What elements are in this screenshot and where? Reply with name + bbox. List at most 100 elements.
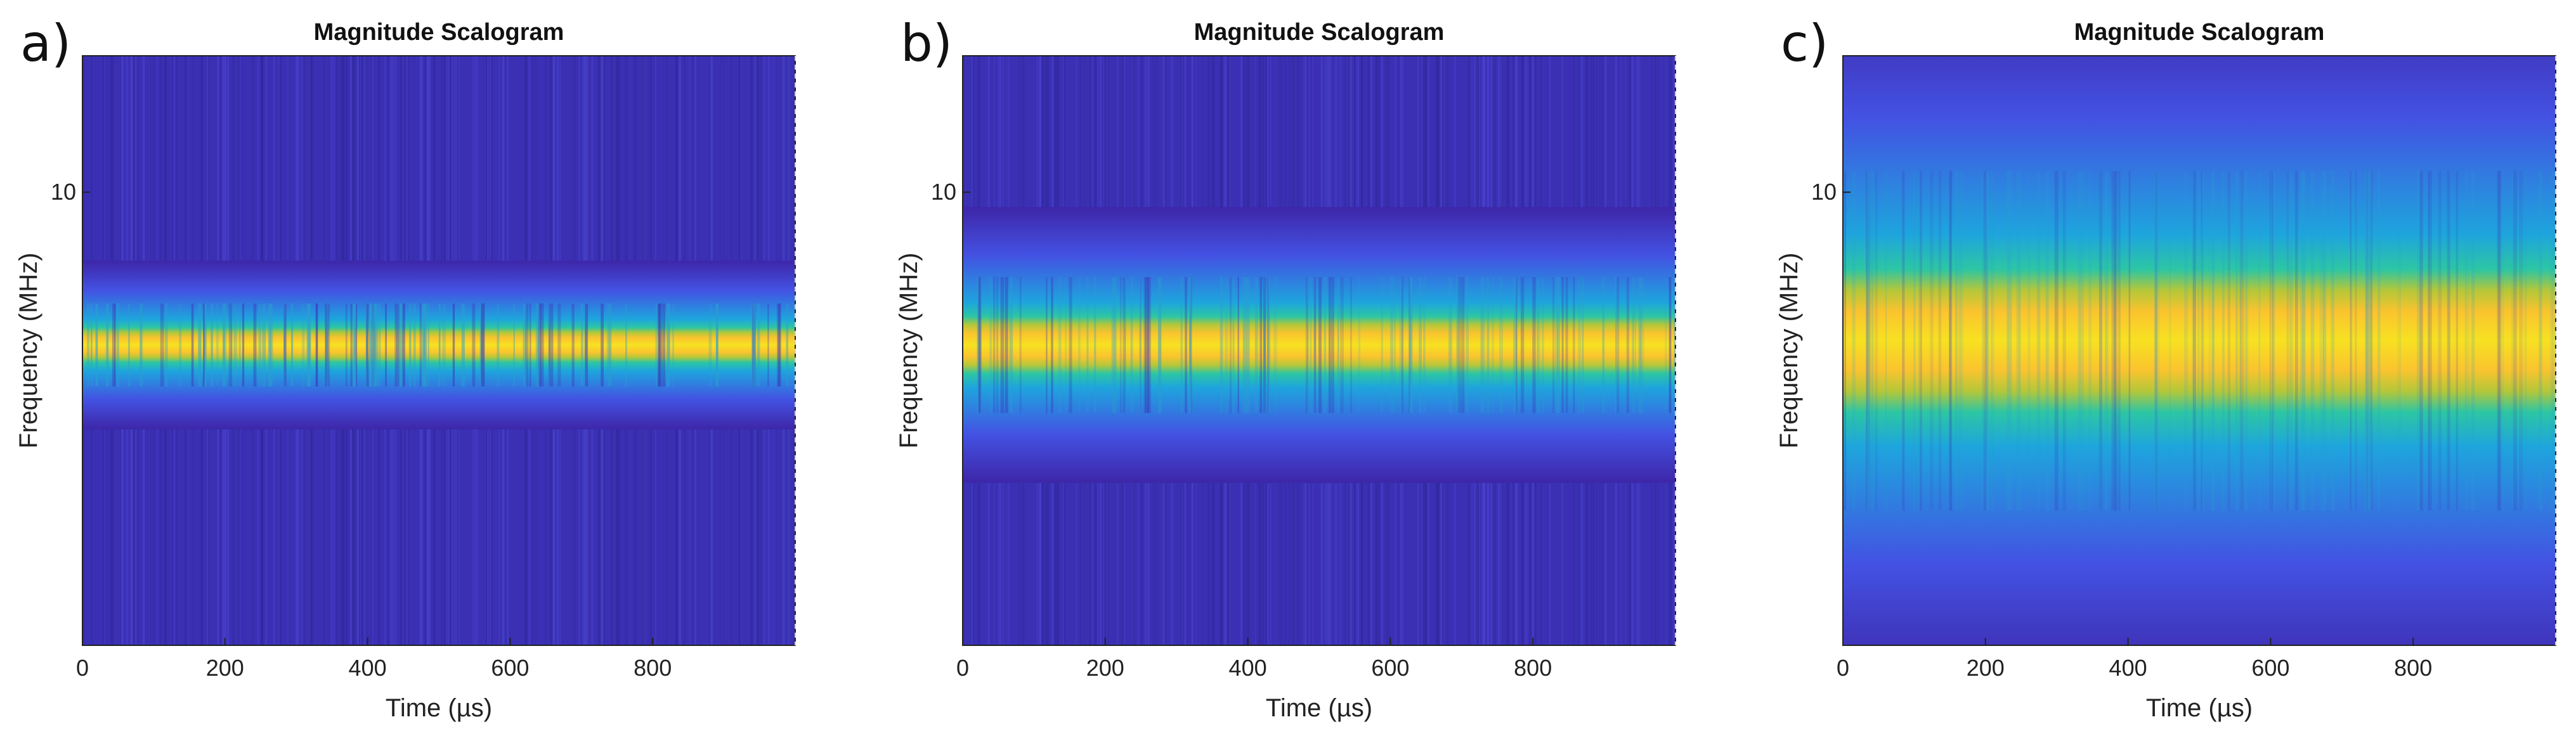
band-striation <box>1499 277 1503 413</box>
band-striation <box>993 277 996 413</box>
band-striation <box>1852 171 1856 511</box>
band-striation <box>1078 277 1081 413</box>
band-striation <box>1189 277 1192 413</box>
band-striation <box>571 303 575 387</box>
band-striation <box>291 303 293 387</box>
band-striation <box>2448 171 2451 511</box>
band-striation <box>316 303 318 387</box>
band-striation <box>427 303 429 387</box>
band-striation <box>372 303 375 387</box>
band-striation <box>1516 277 1518 413</box>
band-striation <box>1513 277 1518 413</box>
band-striation <box>2105 171 2109 511</box>
band-striation <box>1058 277 1062 413</box>
band-striation <box>977 277 979 413</box>
band-striation <box>1665 277 1667 413</box>
band-striation <box>1263 277 1266 413</box>
band-striation <box>1094 277 1096 413</box>
band-striation <box>2331 171 2335 511</box>
panel-label: c) <box>1781 14 1829 73</box>
band-striation <box>2350 171 2352 511</box>
band-striation <box>2192 171 2196 511</box>
x-tick-label: 600 <box>2251 655 2289 681</box>
band-striation <box>345 303 348 387</box>
band-striation <box>1557 277 1560 413</box>
band-striation <box>2184 171 2188 511</box>
band-striation <box>2227 171 2230 511</box>
scalogram-chart: 0 200 400 600 800 10 Time (µs) Frequency (MHz) <box>1775 55 2556 722</box>
band-striation <box>2319 171 2322 511</box>
band-striation <box>2212 171 2214 511</box>
band-striation <box>2365 171 2369 511</box>
band-striation <box>1401 277 1404 413</box>
band-striation <box>529 303 531 387</box>
band-striation <box>2169 171 2171 511</box>
band-striation <box>2235 171 2238 511</box>
band-striation <box>1124 277 1126 413</box>
band-striation <box>2497 171 2502 511</box>
band-striation <box>423 303 426 387</box>
band-striation <box>325 303 327 387</box>
band-striation <box>1158 277 1161 413</box>
band-striation <box>242 303 245 387</box>
band-striation <box>977 277 980 413</box>
band-striation <box>1225 277 1228 413</box>
band-striation <box>1254 277 1258 413</box>
band-striation <box>979 277 982 413</box>
band-striation <box>1266 277 1270 413</box>
band-striation <box>1313 277 1317 413</box>
band-striation <box>2016 171 2020 511</box>
band-striation <box>538 303 542 387</box>
band-striation <box>2078 171 2081 511</box>
band-striation <box>513 303 515 387</box>
band-striation <box>1930 171 1934 511</box>
band-striation <box>1991 171 1994 511</box>
band-striation <box>1242 277 1247 413</box>
band-striation <box>658 303 661 387</box>
band-striation <box>525 303 529 387</box>
band-striation <box>1949 171 1951 511</box>
x-tick-label: 800 <box>634 655 672 681</box>
band-striation <box>655 303 658 387</box>
band-striation <box>1554 277 1558 413</box>
band-striation <box>1573 277 1575 413</box>
band-striation <box>369 303 372 387</box>
band-striation <box>1145 277 1148 413</box>
band-striation <box>379 303 381 387</box>
band-striation <box>1669 277 1672 413</box>
band-striation <box>625 303 627 387</box>
band-striation <box>438 303 441 387</box>
x-tick-label: 0 <box>76 655 89 681</box>
band-striation <box>1310 277 1312 413</box>
band-striation <box>1869 171 1873 511</box>
band-striation <box>2242 171 2245 511</box>
scalogram-chart: 0 200 400 600 800 10 Time (µs) Frequency (MHz) <box>15 55 796 722</box>
band-striation <box>258 303 261 387</box>
band-striation <box>472 303 476 387</box>
band-striation <box>2428 171 2432 511</box>
band-striation <box>1260 277 1262 413</box>
band-striation <box>203 303 205 387</box>
band-striation <box>757 303 760 387</box>
band-striation <box>396 303 400 387</box>
band-striation <box>179 303 182 387</box>
band-striation <box>989 277 992 413</box>
y-axis-label: Frequency (MHz) <box>1775 253 1803 449</box>
band-striation <box>979 277 982 413</box>
band-striation <box>1390 277 1394 413</box>
band-striation <box>2467 171 2469 511</box>
band-striation <box>308 303 311 387</box>
band-striation <box>1958 171 1961 511</box>
band-striation <box>1157 277 1162 413</box>
frequency-band <box>963 207 1675 483</box>
band-striation <box>424 303 427 387</box>
band-striation <box>1140 277 1142 413</box>
band-striation <box>1305 277 1308 413</box>
band-striation <box>1885 171 1887 511</box>
band-striation <box>2304 171 2306 511</box>
band-striation <box>1111 277 1116 413</box>
band-striation <box>402 303 405 387</box>
band-striation <box>377 303 379 387</box>
plot-area <box>82 56 795 645</box>
band-striation <box>2399 171 2401 511</box>
